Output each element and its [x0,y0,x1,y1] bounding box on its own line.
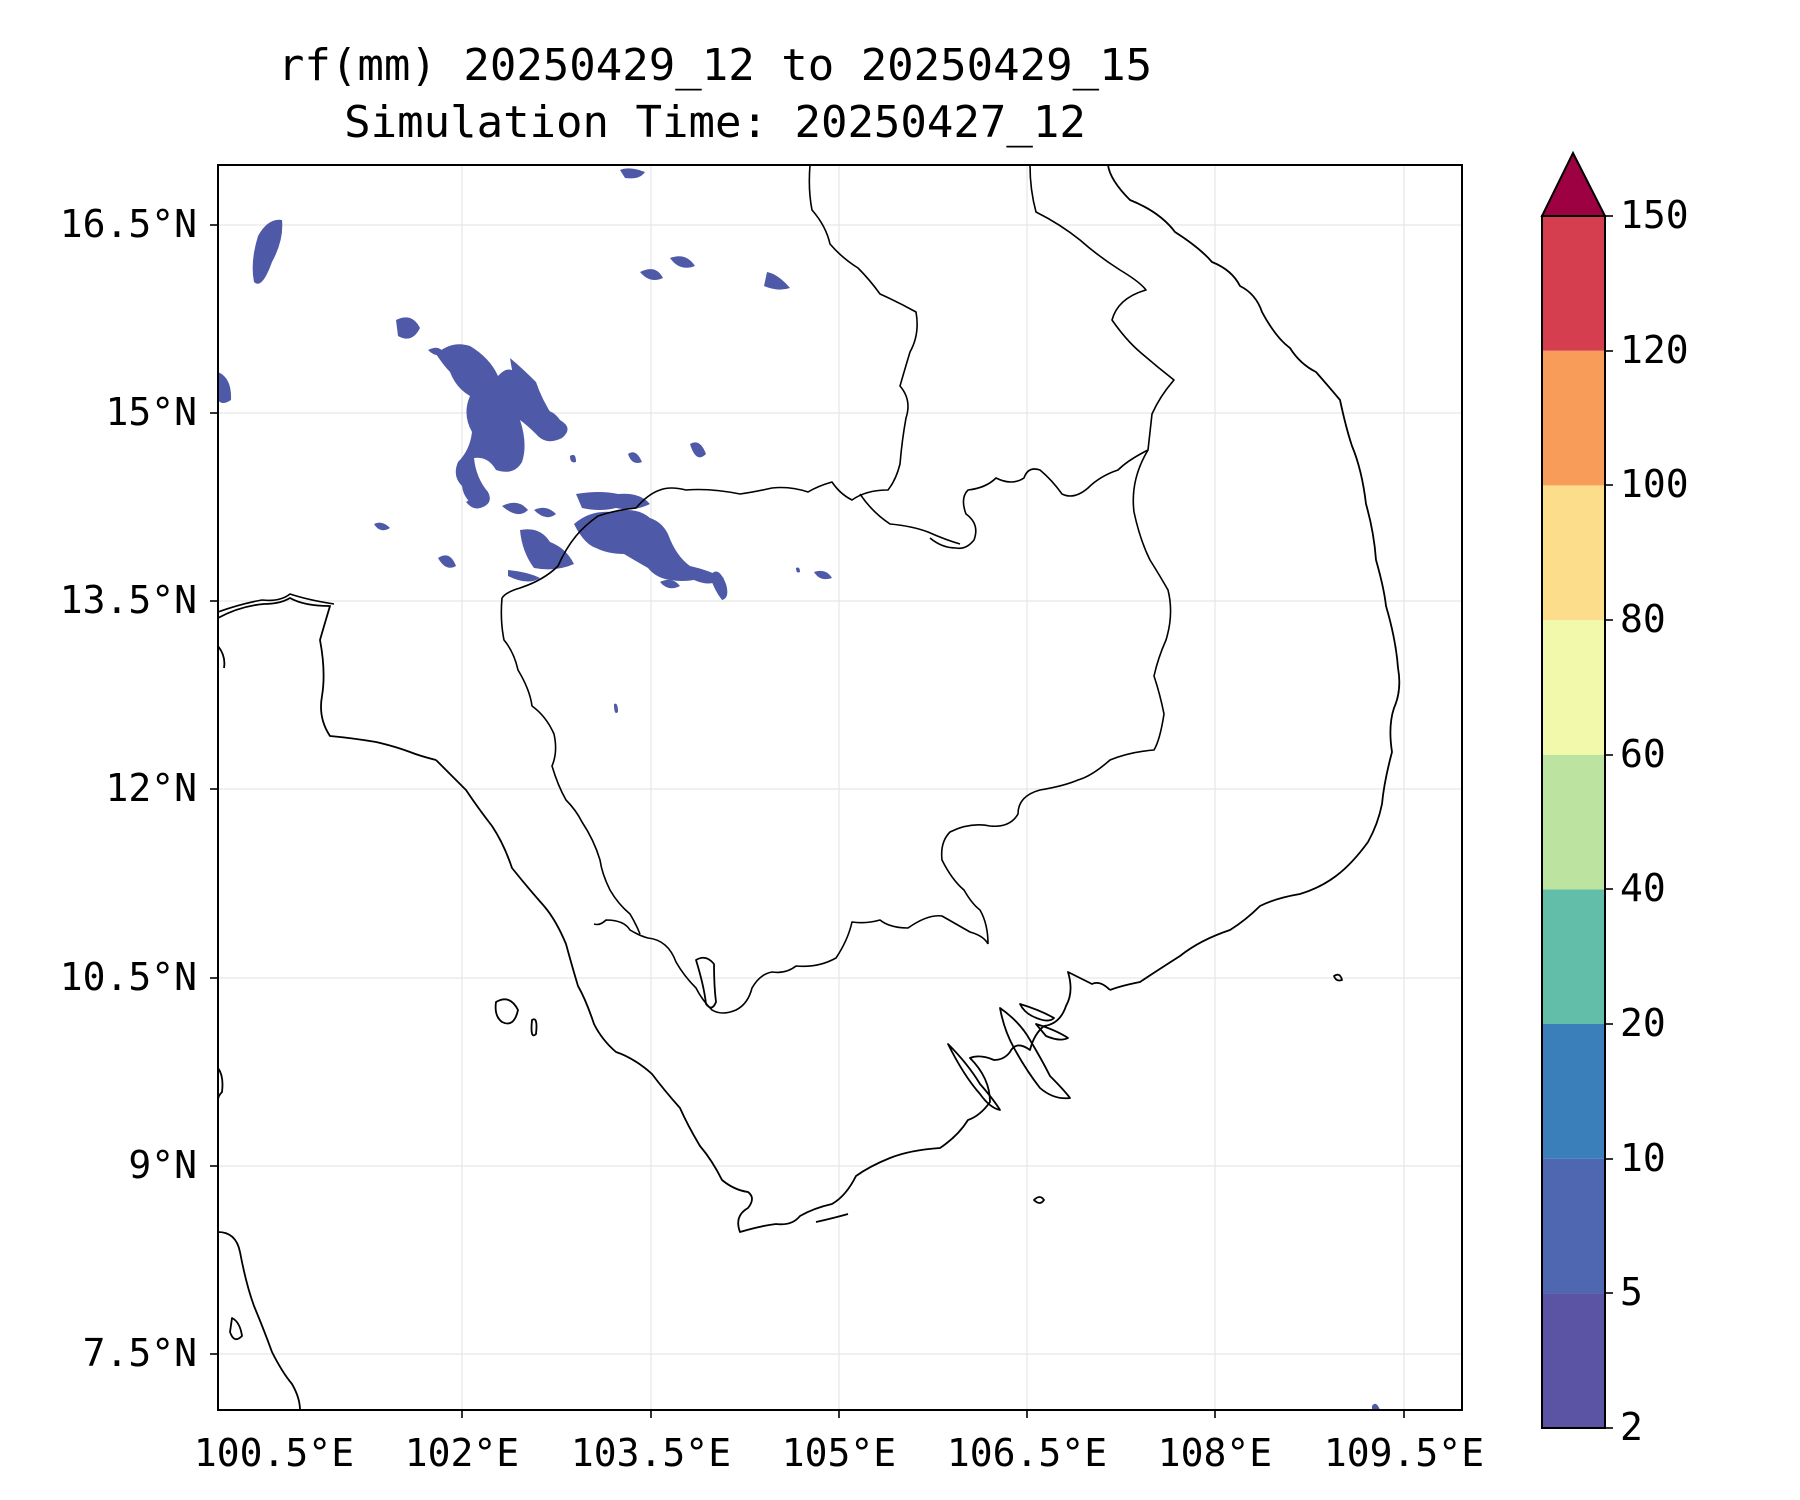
lon-tick-label: 105°E [782,1431,896,1475]
lon-tick-label: 106.5°E [947,1431,1107,1475]
colorbar-segment [1542,485,1605,620]
rainfall-contours [218,168,1380,1410]
colorbar-label: 40 [1620,866,1666,910]
colorbar-label: 120 [1620,328,1689,372]
lon-tick-label: 103.5°E [571,1431,731,1475]
lat-tick-label: 9°N [128,1143,197,1187]
lat-tick-label: 15°N [105,390,197,434]
map-subtitle: Simulation Time: 20250427_12 [344,97,1086,148]
colorbar-segment [1542,754,1605,890]
colorbar-label: 20 [1620,1001,1666,1045]
longitude-labels: 100.5°E 102°E 103.5°E 105°E 106.5°E 108°… [194,1431,1484,1475]
colorbar-segment [1542,350,1605,486]
coastlines [218,165,1401,1410]
colorbar-label: 5 [1620,1270,1643,1314]
colorbar-label: 60 [1620,732,1666,776]
colorbar-frame [1541,215,1606,1429]
lon-tick-label: 102°E [405,1431,519,1475]
lat-tick-label: 10.5°N [60,955,197,999]
colorbar-segment [1542,1293,1605,1428]
gridlines [218,165,1462,1410]
map-title: rf(mm) 20250429_12 to 20250429_15 [277,40,1153,91]
colorbar-extend-arrow [1540,150,1607,217]
lon-tick-label: 108°E [1158,1431,1272,1475]
lat-tick-label: 16.5°N [60,202,197,246]
lat-tick-label: 7.5°N [83,1331,197,1375]
country-borders [218,165,1175,1014]
colorbar-label: 10 [1620,1136,1666,1180]
colorbar-segment [1542,1024,1605,1159]
colorbar-label: 80 [1620,597,1666,641]
lat-tick-label: 12°N [105,766,197,810]
lon-tick-label: 100.5°E [194,1431,354,1475]
colorbar-segment [1542,889,1605,1024]
map-frame [217,164,1463,1411]
lat-tick-label: 13.5°N [60,578,197,622]
colorbar-segment [1542,216,1605,351]
colorbar-segment [1542,620,1605,755]
lon-tick-label: 109.5°E [1324,1431,1484,1475]
colorbar-label: 2 [1620,1405,1643,1449]
map-area [218,165,1462,1410]
colorbar-label: 100 [1620,462,1689,506]
latitude-labels: 16.5°N 15°N 13.5°N 12°N 10.5°N 9°N 7.5°N [60,202,197,1375]
axis-ticks [210,224,1405,1418]
colorbar-label: 150 [1620,193,1689,237]
colorbar: 2 5 10 20 40 60 80 100 120 150 [1540,150,1689,1449]
colorbar-segment [1542,1158,1605,1294]
